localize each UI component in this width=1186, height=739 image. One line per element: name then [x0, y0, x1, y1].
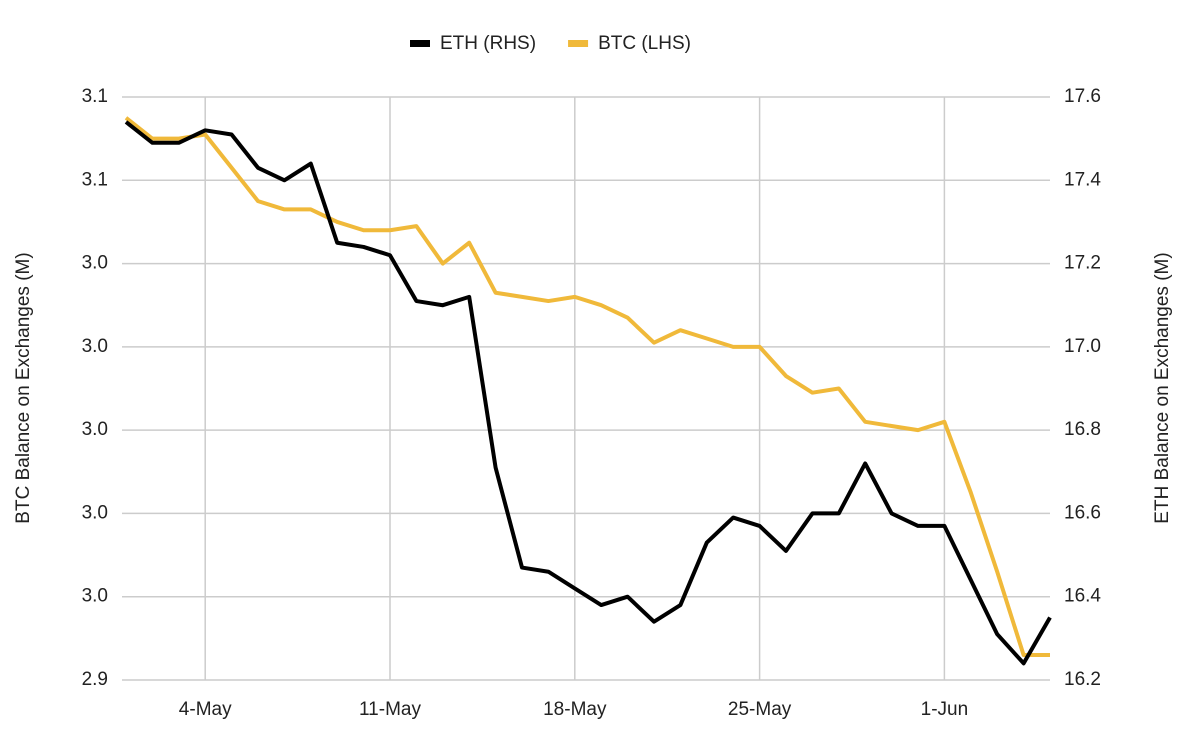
- y-tick-label: 2.9: [82, 669, 108, 690]
- y-tick-label: 3.0: [82, 336, 108, 357]
- y2-tick-label: 16.4: [1064, 586, 1101, 607]
- x-tick-label: 25-May: [728, 699, 792, 720]
- y2-tick-label: 16.6: [1064, 502, 1101, 523]
- y-tick-label: 3.0: [82, 419, 108, 440]
- y2-tick-label: 17.4: [1064, 169, 1101, 190]
- y-tick-label: 3.1: [82, 86, 108, 107]
- legend-label: BTC (LHS): [598, 33, 691, 54]
- legend-swatch: [410, 40, 430, 47]
- y2-tick-label: 16.2: [1064, 669, 1101, 690]
- x-tick-label: 11-May: [359, 699, 421, 720]
- series-line: [124, 116, 1050, 658]
- legend-swatch: [568, 40, 589, 47]
- y2-tick-label: 17.0: [1064, 336, 1101, 357]
- y-tick-label: 3.1: [82, 169, 108, 190]
- y-tick-label: 3.0: [82, 253, 108, 274]
- x-tick-label: 1-Jun: [921, 699, 969, 720]
- y2-tick-label: 17.2: [1064, 253, 1101, 274]
- x-tick-label: 4-May: [179, 699, 232, 720]
- y2-tick-label: 17.6: [1064, 86, 1101, 107]
- y2-axis-title: ETH Balance on Exchanges (M): [1152, 252, 1173, 523]
- legend-label: ETH (RHS): [440, 33, 536, 54]
- x-tick-label: 18-May: [543, 699, 607, 720]
- y-tick-label: 3.0: [82, 586, 108, 607]
- y2-tick-label: 16.8: [1064, 419, 1101, 440]
- series-line: [124, 120, 1052, 666]
- y-tick-label: 3.0: [82, 502, 108, 523]
- y-axis-title: BTC Balance on Exchanges (M): [13, 252, 34, 523]
